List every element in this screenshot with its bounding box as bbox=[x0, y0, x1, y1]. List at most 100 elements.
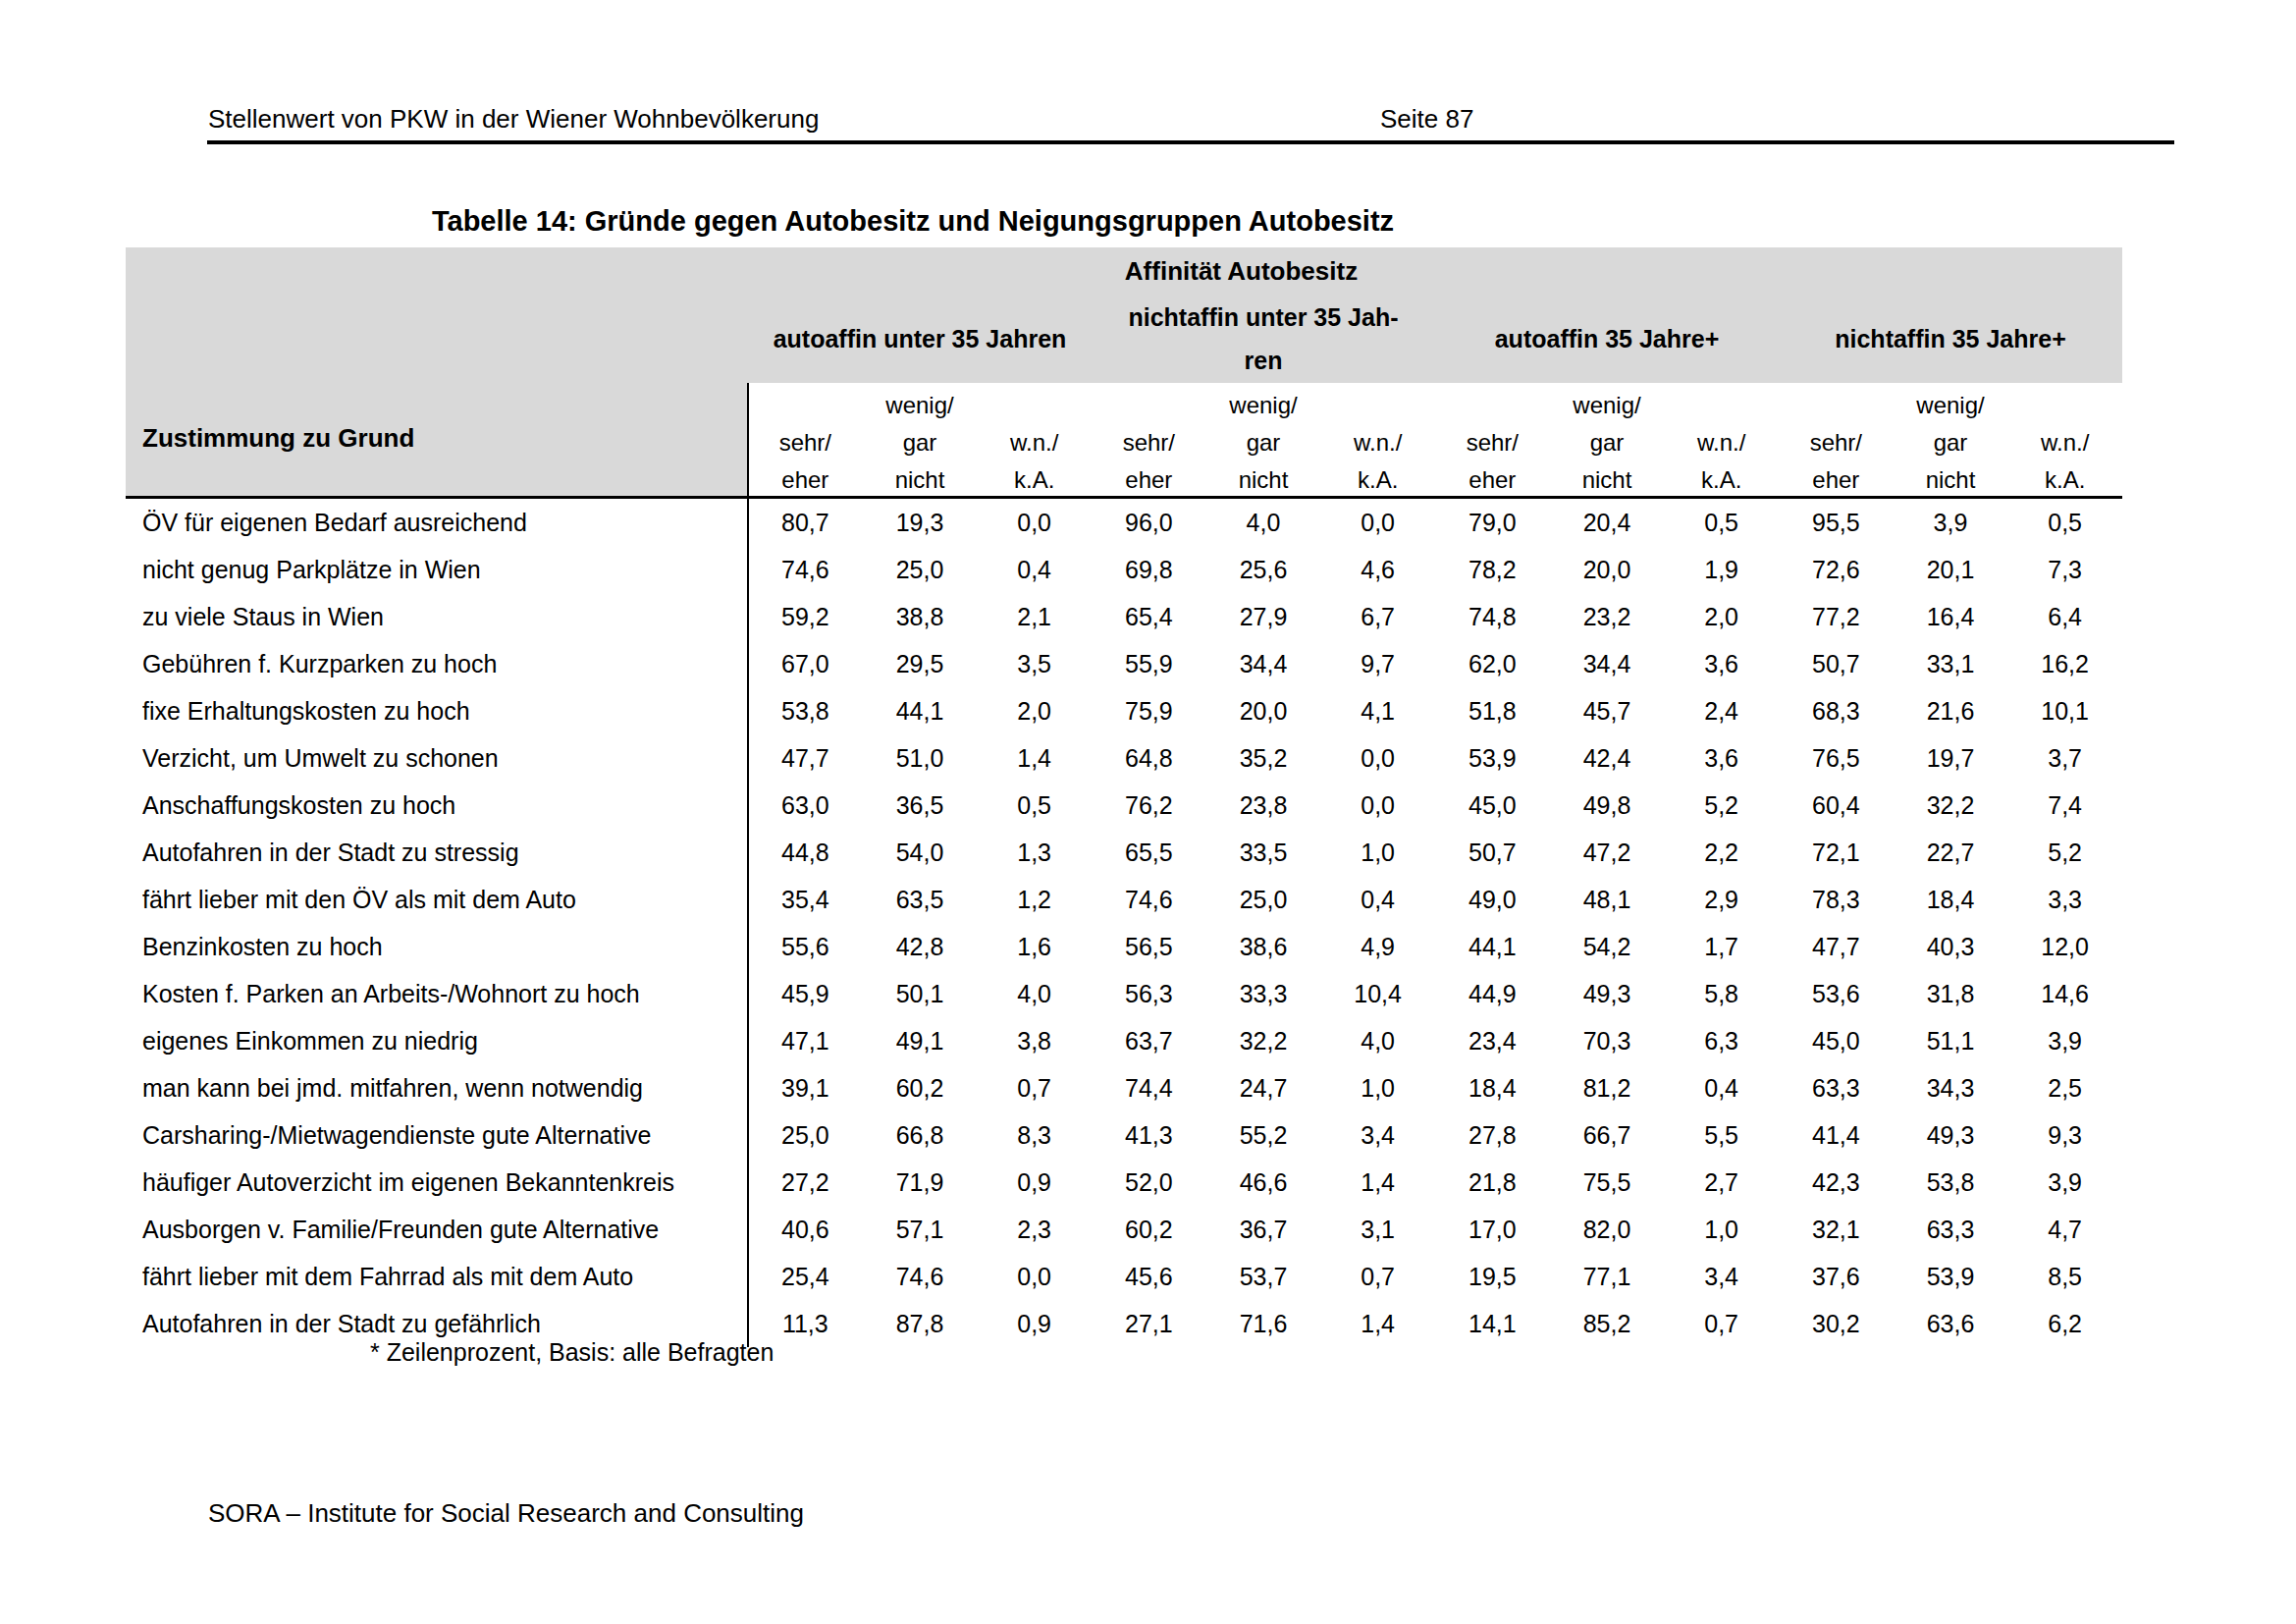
cell-value: 53,9 bbox=[1894, 1253, 2008, 1300]
cell-value: 75,9 bbox=[1092, 687, 1206, 734]
cell-value: 77,1 bbox=[1550, 1253, 1665, 1300]
cell-value: 10,1 bbox=[2007, 687, 2122, 734]
subcol-header: sehr/eher bbox=[1092, 383, 1206, 499]
subcol-header-line bbox=[1779, 387, 1894, 424]
row-header-cell: Zustimmung zu Grund bbox=[126, 247, 748, 499]
cell-value: 87,8 bbox=[863, 1300, 978, 1347]
subcol-header-line: k.A. bbox=[1320, 461, 1435, 499]
row-label: man kann bei jmd. mitfahren, wenn notwen… bbox=[126, 1064, 748, 1111]
cell-value: 14,6 bbox=[2007, 970, 2122, 1017]
cell-value: 44,1 bbox=[1435, 923, 1550, 970]
subcol-header: wenig/garnicht bbox=[1550, 383, 1665, 499]
cell-value: 30,2 bbox=[1779, 1300, 1894, 1347]
footer-text: SORA – Institute for Social Research and… bbox=[208, 1498, 804, 1529]
subcol-header-line: gar bbox=[1206, 424, 1321, 461]
cell-value: 72,6 bbox=[1779, 546, 1894, 593]
subcol-header: sehr/eher bbox=[1779, 383, 1894, 499]
cell-value: 50,1 bbox=[863, 970, 978, 1017]
cell-value: 66,7 bbox=[1550, 1111, 1665, 1159]
cell-value: 80,7 bbox=[748, 499, 863, 546]
cell-value: 82,0 bbox=[1550, 1206, 1665, 1253]
cell-value: 3,6 bbox=[1664, 734, 1779, 782]
cell-value: 33,5 bbox=[1206, 829, 1321, 876]
cell-value: 8,5 bbox=[2007, 1253, 2122, 1300]
subcol-header-line: eher bbox=[1435, 461, 1550, 499]
subcol-header-line: sehr/ bbox=[1092, 424, 1206, 461]
cell-value: 27,8 bbox=[1435, 1111, 1550, 1159]
cell-value: 81,2 bbox=[1550, 1064, 1665, 1111]
cell-value: 51,8 bbox=[1435, 687, 1550, 734]
cell-value: 56,5 bbox=[1092, 923, 1206, 970]
cell-value: 0,4 bbox=[1664, 1064, 1779, 1111]
cell-value: 45,0 bbox=[1435, 782, 1550, 829]
subcol-header: wenig/garnicht bbox=[1206, 383, 1321, 499]
cell-value: 33,3 bbox=[1206, 970, 1321, 1017]
cell-value: 2,0 bbox=[1664, 593, 1779, 640]
cell-value: 3,7 bbox=[2007, 734, 2122, 782]
cell-value: 56,3 bbox=[1092, 970, 1206, 1017]
subcol-header-line: nicht bbox=[863, 461, 978, 499]
cell-value: 34,4 bbox=[1206, 640, 1321, 687]
cell-value: 20,0 bbox=[1550, 546, 1665, 593]
cell-value: 0,5 bbox=[1664, 499, 1779, 546]
cell-value: 25,4 bbox=[748, 1253, 863, 1300]
cell-value: 5,2 bbox=[2007, 829, 2122, 876]
subcol-header-line: w.n./ bbox=[2007, 424, 2122, 461]
cell-value: 49,3 bbox=[1550, 970, 1665, 1017]
cell-value: 17,0 bbox=[1435, 1206, 1550, 1253]
cell-value: 54,2 bbox=[1550, 923, 1665, 970]
cell-value: 18,4 bbox=[1435, 1064, 1550, 1111]
cell-value: 3,9 bbox=[2007, 1159, 2122, 1206]
cell-value: 23,2 bbox=[1550, 593, 1665, 640]
cell-value: 27,9 bbox=[1206, 593, 1321, 640]
cell-value: 36,7 bbox=[1206, 1206, 1321, 1253]
cell-value: 18,4 bbox=[1894, 876, 2008, 923]
cell-value: 0,5 bbox=[2007, 499, 2122, 546]
subcol-header-line: wenig/ bbox=[1894, 387, 2008, 424]
subcol-header-line bbox=[1320, 387, 1435, 424]
cell-value: 22,7 bbox=[1894, 829, 2008, 876]
group-header: autoaffin unter 35 Jahren bbox=[748, 295, 1092, 383]
cell-value: 6,7 bbox=[1320, 593, 1435, 640]
cell-value: 74,6 bbox=[1092, 876, 1206, 923]
subcol-header-line: k.A. bbox=[1664, 461, 1779, 499]
cell-value: 53,9 bbox=[1435, 734, 1550, 782]
row-label: Kosten f. Parken an Arbeits-/Wohnort zu … bbox=[126, 970, 748, 1017]
row-header-label: Zustimmung zu Grund bbox=[126, 380, 414, 496]
cell-value: 57,1 bbox=[863, 1206, 978, 1253]
subcol-header-line: w.n./ bbox=[977, 424, 1092, 461]
row-label: Anschaffungskosten zu hoch bbox=[126, 782, 748, 829]
cell-value: 74,4 bbox=[1092, 1064, 1206, 1111]
cell-value: 4,0 bbox=[977, 970, 1092, 1017]
cell-value: 23,8 bbox=[1206, 782, 1321, 829]
table-footnote: * Zeilenprozent, Basis: alle Befragten bbox=[370, 1338, 774, 1367]
cell-value: 2,7 bbox=[1664, 1159, 1779, 1206]
cell-value: 66,8 bbox=[863, 1111, 978, 1159]
subcol-header: w.n./k.A. bbox=[1320, 383, 1435, 499]
cell-value: 1,7 bbox=[1664, 923, 1779, 970]
cell-value: 70,3 bbox=[1550, 1017, 1665, 1064]
subcol-header-line: gar bbox=[863, 424, 978, 461]
cell-value: 1,6 bbox=[977, 923, 1092, 970]
cell-value: 7,4 bbox=[2007, 782, 2122, 829]
cell-value: 34,4 bbox=[1550, 640, 1665, 687]
subcol-header-line: gar bbox=[1550, 424, 1665, 461]
row-label: eigenes Einkommen zu niedrig bbox=[126, 1017, 748, 1064]
subcol-header-line: wenig/ bbox=[863, 387, 978, 424]
cell-value: 4,0 bbox=[1206, 499, 1321, 546]
cell-value: 44,1 bbox=[863, 687, 978, 734]
cell-value: 21,6 bbox=[1894, 687, 2008, 734]
cell-value: 49,3 bbox=[1894, 1111, 2008, 1159]
cell-value: 27,1 bbox=[1092, 1300, 1206, 1347]
cell-value: 14,1 bbox=[1435, 1300, 1550, 1347]
cell-value: 42,4 bbox=[1550, 734, 1665, 782]
cell-value: 31,8 bbox=[1894, 970, 2008, 1017]
cell-value: 63,5 bbox=[863, 876, 978, 923]
row-label: fährt lieber mit dem Fahrrad als mit dem… bbox=[126, 1253, 748, 1300]
cell-value: 9,7 bbox=[1320, 640, 1435, 687]
cell-value: 55,9 bbox=[1092, 640, 1206, 687]
cell-value: 25,6 bbox=[1206, 546, 1321, 593]
cell-value: 20,1 bbox=[1894, 546, 2008, 593]
subcol-header-line: w.n./ bbox=[1320, 424, 1435, 461]
cell-value: 49,0 bbox=[1435, 876, 1550, 923]
